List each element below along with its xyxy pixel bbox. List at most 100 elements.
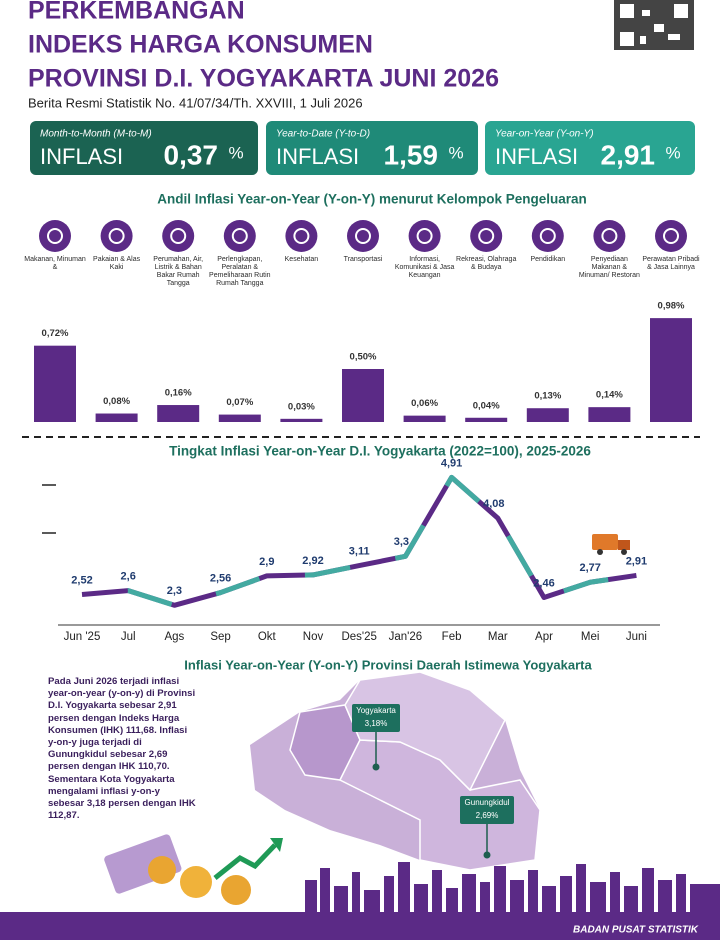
bar-value-label: 0,03% xyxy=(288,401,315,412)
card-word: INFLASI xyxy=(276,144,359,169)
header: PERKEMBANGAN INDEKS HARGA KONSUMEN PROVI… xyxy=(28,0,499,93)
card-unit: % xyxy=(448,143,463,162)
category-icon xyxy=(593,220,626,252)
map xyxy=(250,671,541,871)
bar-value-label: 0,72% xyxy=(42,328,69,339)
line-value-label: 4,91 xyxy=(441,457,462,469)
card-value: 0,37 xyxy=(164,139,219,170)
bar-title: Andil Inflasi Year-on-Year (Y-on-Y) menu… xyxy=(157,192,587,207)
line-value-label: 2,6 xyxy=(121,571,136,583)
footer-bar xyxy=(0,912,720,940)
line-value-label: 2,92 xyxy=(302,555,323,567)
category-icon-inner xyxy=(539,228,556,244)
category-label: Penyediaan Makanan & Minuman/ Restoran xyxy=(578,256,640,279)
map-labels: Yogyakarta 3,18% Gunungkidul 2,69% xyxy=(356,706,510,820)
card-label: Month-to-Month (M-to-M) xyxy=(40,129,152,140)
category-icon xyxy=(408,220,441,252)
category-icon-inner xyxy=(478,228,495,244)
line-value-label: 2,9 xyxy=(259,556,274,568)
category-label: Pendidikan xyxy=(530,256,566,263)
bar-value-label: 0,06% xyxy=(411,398,438,409)
category-icon xyxy=(655,220,687,252)
bar-value-label: 0,13% xyxy=(534,391,561,402)
category-icon xyxy=(285,220,318,252)
bar-value-label: 0,14% xyxy=(596,390,623,401)
category-label: Perlengkapan, Peralatan & Pemeliharaan R… xyxy=(209,256,271,287)
card-value: 1,59 xyxy=(384,139,439,170)
category-icon xyxy=(100,220,133,252)
category-icon-inner xyxy=(170,228,187,244)
line-value-label: 3,3 xyxy=(394,536,409,548)
bar xyxy=(157,405,200,422)
title-line: PERKEMBANGAN xyxy=(28,0,245,25)
region-value: 3,18% xyxy=(365,719,388,728)
line-value-label: 4,08 xyxy=(483,498,504,510)
category-icon xyxy=(531,220,564,252)
category-icon-inner xyxy=(416,228,433,244)
category-icon-inner xyxy=(601,228,618,244)
bar xyxy=(588,407,631,422)
category-label: Perawatan Pribadi & Jasa Lainnya xyxy=(642,256,700,271)
card-value: 2,91 xyxy=(601,139,656,170)
line-value-label: 2,46 xyxy=(533,577,554,589)
category-icon xyxy=(223,220,256,252)
bar xyxy=(526,408,569,422)
card-label: Year-to-Date (Y-to-D) xyxy=(276,129,370,140)
category-icon xyxy=(39,220,71,252)
line-value-label: 2,77 xyxy=(579,562,600,574)
line-value-label: 2,3 xyxy=(167,585,182,597)
bar xyxy=(403,415,446,422)
bar-value-label: 0,16% xyxy=(165,388,192,399)
x-tick-label: Mar xyxy=(488,631,508,643)
region-name: Gunungkidul xyxy=(465,798,510,807)
bar xyxy=(218,414,261,422)
bar-value-label: 0,08% xyxy=(103,396,130,407)
region-name: Yogyakarta xyxy=(356,706,396,715)
category-icon xyxy=(162,220,195,252)
bar xyxy=(650,318,692,422)
x-tick-label: Nov xyxy=(303,631,324,643)
bar-value-label: 0,50% xyxy=(350,352,377,363)
x-tick-label: Sep xyxy=(210,631,230,643)
line xyxy=(81,474,637,608)
x-tick-label: Jan'26 xyxy=(389,631,423,643)
title-line: PROVINSI D.I. YOGYAKARTA JUNI 2026 xyxy=(28,65,499,93)
category-label: Informasi, Komunikasi & Jasa Keuangan xyxy=(394,256,455,279)
line-title: Tingkat Inflasi Year-on-Year D.I. Yogyak… xyxy=(169,444,591,459)
x-tick-label: Ags xyxy=(164,631,184,643)
footer-text: BADAN PUSAT STATISTIK xyxy=(573,925,699,936)
category-icon xyxy=(347,220,379,252)
x-tick-label: Juni xyxy=(626,631,647,643)
category-icon xyxy=(470,220,503,252)
x-tick-label: Mei xyxy=(581,631,600,643)
qr-code xyxy=(614,0,694,50)
truck-icon xyxy=(592,534,630,555)
category-icon-inner xyxy=(663,228,679,244)
bar-value-label: 0,07% xyxy=(226,397,253,408)
x-tick-label: Jun '25 xyxy=(64,631,101,643)
card-label: Year-on-Year (Y-on-Y) xyxy=(495,129,594,140)
bar-value-label: 0,04% xyxy=(473,400,500,411)
skyline xyxy=(305,862,720,912)
bar xyxy=(280,418,323,422)
category-icon-inner xyxy=(47,228,63,244)
line-value-label: 2,52 xyxy=(71,574,92,586)
card-word: INFLASI xyxy=(495,144,578,169)
subtitle: Berita Resmi Statistik No. 41/07/34/Th. … xyxy=(28,95,363,110)
bar xyxy=(95,413,138,422)
category-icon-inner xyxy=(293,228,310,244)
category-label: Rekreasi, Olahraga & Budaya xyxy=(456,256,517,271)
line-value-label: 2,56 xyxy=(210,572,231,584)
title-line: INDEKS HARGA KONSUMEN xyxy=(28,31,373,59)
card-unit: % xyxy=(228,143,243,162)
category-label: Transportasi xyxy=(343,256,383,263)
line-value-label: 3,11 xyxy=(349,546,370,558)
bar-value-label: 0,98% xyxy=(658,301,685,312)
category-icon-inner xyxy=(355,228,371,244)
category-label: Kesehatan xyxy=(284,256,319,263)
x-tick-label: Apr xyxy=(535,631,553,643)
bar xyxy=(34,345,76,422)
category-label: Makanan, Minuman & xyxy=(24,256,86,271)
